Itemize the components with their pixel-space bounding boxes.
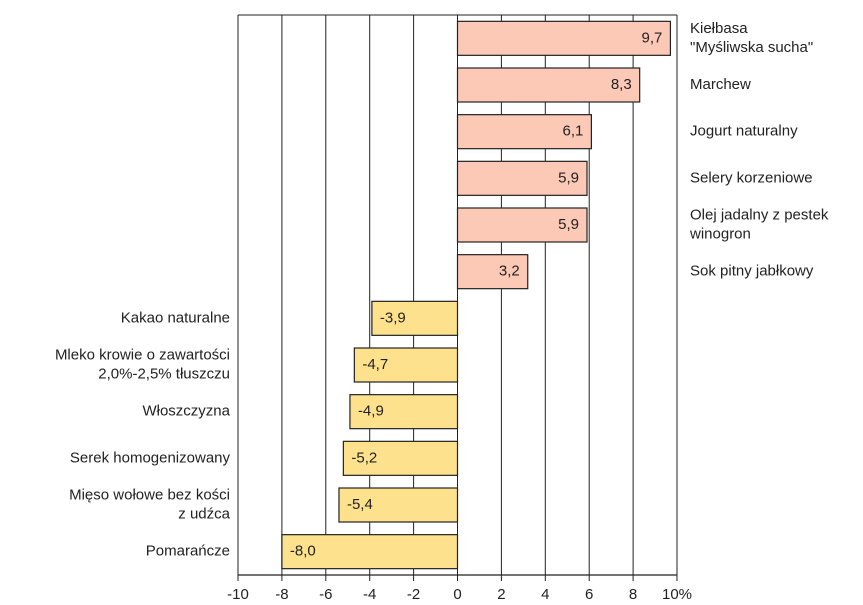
category-label: Olej jadalny z pestek — [690, 206, 829, 223]
category-label: Sok pitny jabłkowy — [690, 263, 814, 280]
bar — [456, 67, 641, 103]
x-tick-label: -8 — [275, 586, 288, 603]
bar — [342, 440, 459, 476]
category-label: Serek homogenizowany — [70, 449, 231, 466]
value-label: -5,4 — [347, 496, 373, 513]
category-label: Selery korzeniowe — [690, 169, 813, 186]
value-label: -4,9 — [358, 403, 384, 420]
value-label: -3,9 — [380, 309, 406, 326]
x-tick-label: -2 — [407, 586, 420, 603]
bar — [456, 254, 529, 290]
x-tick-label: -10 — [227, 586, 249, 603]
bar — [281, 534, 459, 570]
category-label: winogron — [689, 225, 751, 242]
bar — [456, 160, 588, 196]
value-label: 9,7 — [642, 29, 663, 46]
bar — [349, 394, 459, 430]
category-label: 2,0%-2,5% tłuszczu — [98, 365, 230, 382]
category-label: Włoszczyzna — [142, 403, 230, 420]
x-tick-label: 6 — [585, 586, 593, 603]
value-label: 5,9 — [558, 216, 579, 233]
value-label: -5,2 — [351, 449, 377, 466]
x-tick-label: 10% — [662, 586, 692, 603]
category-label: Mleko krowie o zawartości — [55, 346, 230, 363]
x-tick-label: -4 — [363, 586, 376, 603]
x-tick-label: 8 — [629, 586, 637, 603]
x-tick-label: 4 — [541, 586, 549, 603]
value-label: -4,7 — [362, 356, 388, 373]
category-label: Marchew — [690, 76, 751, 93]
bar — [371, 300, 459, 336]
category-label: Pomarańcze — [146, 543, 230, 560]
bar — [456, 20, 672, 56]
bar — [456, 114, 592, 150]
category-label: z udźca — [178, 505, 230, 522]
value-label: 6,1 — [563, 123, 584, 140]
bar — [353, 347, 459, 383]
value-label: 8,3 — [611, 76, 632, 93]
value-label: 5,9 — [558, 169, 579, 186]
bar — [456, 207, 588, 243]
category-label: Kakao naturalne — [121, 309, 230, 326]
category-label: Jogurt naturalny — [690, 123, 798, 140]
bar — [338, 487, 459, 523]
value-label: -8,0 — [290, 543, 316, 560]
x-tick-label: 2 — [497, 586, 505, 603]
x-tick-label: 0 — [453, 586, 461, 603]
category-label: Kiełbasa — [690, 20, 748, 37]
x-tick-label: -6 — [319, 586, 332, 603]
value-label: 3,2 — [499, 263, 520, 280]
category-label: "Myśliwska sucha" — [690, 39, 813, 56]
category-label: Mięso wołowe bez kości — [69, 486, 230, 503]
